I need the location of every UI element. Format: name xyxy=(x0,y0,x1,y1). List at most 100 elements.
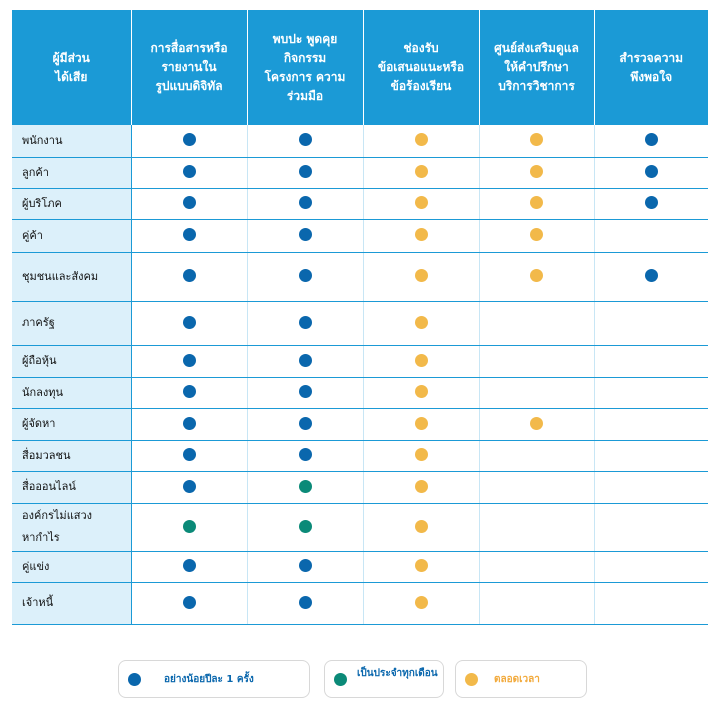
legend-dot-blue xyxy=(128,673,141,686)
stakeholder-label: ผู้จัดหา xyxy=(12,408,132,441)
frequency-dot-teal xyxy=(298,519,312,533)
header-meeting: พบปะ พูดคุย กิจกรรม โครงการ ความ ร่วมมือ xyxy=(247,10,364,125)
matrix-cell xyxy=(247,157,364,189)
matrix-cell xyxy=(131,551,248,583)
matrix-cell xyxy=(479,551,595,583)
frequency-dot-blue xyxy=(182,479,196,493)
frequency-dot-blue xyxy=(298,385,312,398)
frequency-dot-blue xyxy=(182,133,196,147)
matrix-cell xyxy=(594,188,708,220)
frequency-dot-blue xyxy=(298,133,312,147)
matrix-cell xyxy=(363,219,480,253)
frequency-dot-orange xyxy=(414,385,428,398)
engagement-matrix: ผู้มีส่วน ได้เสีย การสื่อสารหรือ รายงานใ… xyxy=(12,10,708,625)
legend-label-yearly: อย่างน้อยปีละ 1 ครั้ง xyxy=(164,674,254,685)
matrix-cell xyxy=(131,471,248,504)
matrix-body: พนักงาน ลูกค้า ผู้บริโภค คู่ค้า ชุมชนและสังค… xyxy=(12,125,708,625)
frequency-dot-blue xyxy=(644,165,658,178)
matrix-cell xyxy=(247,551,364,583)
matrix-cell xyxy=(247,440,364,472)
matrix-cell xyxy=(247,301,364,346)
table-row: นักลงทุน xyxy=(12,377,708,409)
frequency-dot-orange xyxy=(414,269,428,282)
table-row: ชุมชนและสังคม xyxy=(12,252,708,302)
header-advisory: ศูนย์ส่งเสริมดูแล ให้คำปรึกษา บริการวิชา… xyxy=(479,10,595,125)
legend-dot-orange xyxy=(465,673,478,686)
matrix-cell xyxy=(363,471,480,504)
matrix-cell xyxy=(594,252,708,302)
frequency-dot-blue xyxy=(644,133,658,147)
frequency-dot-orange xyxy=(530,196,543,209)
frequency-dot-blue xyxy=(644,196,658,209)
header-survey: สำรวจความ พึงพอใจ xyxy=(594,10,708,125)
matrix-cell xyxy=(131,188,248,220)
table-row: ผู้จัดหา xyxy=(12,408,708,441)
matrix-cell xyxy=(479,301,595,346)
frequency-dot-orange xyxy=(414,479,428,493)
matrix-cell xyxy=(594,503,708,552)
frequency-dot-blue xyxy=(182,559,196,572)
matrix-cell xyxy=(594,157,708,189)
matrix-cell xyxy=(131,408,248,441)
frequency-dot-orange xyxy=(530,228,543,241)
stakeholder-label: องค์กรไม่แสวง หากำไร xyxy=(12,503,132,552)
legend-label-always: ตลอดเวลา xyxy=(494,674,540,685)
matrix-cell xyxy=(363,440,480,472)
frequency-dot-blue xyxy=(182,315,196,329)
matrix-cell xyxy=(131,252,248,302)
frequency-dot-blue xyxy=(298,595,312,609)
legend-dot-teal xyxy=(334,673,347,686)
matrix-cell xyxy=(247,345,364,378)
matrix-cell xyxy=(594,582,708,625)
matrix-cell xyxy=(479,471,595,504)
matrix-cell xyxy=(363,125,480,158)
matrix-cell xyxy=(363,408,480,441)
legend-label-monthly: เป็นประจำทุกเดือน xyxy=(357,668,438,679)
matrix-cell xyxy=(479,125,595,158)
table-row: คู่แข่ง xyxy=(12,551,708,583)
frequency-dot-blue xyxy=(182,269,196,282)
matrix-cell xyxy=(479,252,595,302)
header-digital: การสื่อสารหรือ รายงานใน รูปแบบดิจิทัล xyxy=(131,10,248,125)
matrix-cell xyxy=(247,219,364,253)
matrix-cell xyxy=(131,157,248,189)
matrix-cell xyxy=(247,471,364,504)
legend-monthly: เป็นประจำทุกเดือน xyxy=(324,660,444,698)
matrix-cell xyxy=(131,219,248,253)
matrix-cell xyxy=(594,125,708,158)
frequency-dot-orange xyxy=(414,165,428,178)
matrix-cell xyxy=(131,345,248,378)
table-row: เจ้าหนี้ xyxy=(12,582,708,625)
matrix-cell xyxy=(247,252,364,302)
table-row: พนักงาน xyxy=(12,125,708,158)
matrix-cell xyxy=(247,408,364,441)
matrix-cell xyxy=(131,440,248,472)
frequency-dot-orange xyxy=(530,269,543,282)
frequency-dot-blue xyxy=(182,416,196,430)
matrix-cell xyxy=(594,408,708,441)
frequency-dot-blue xyxy=(182,385,196,398)
frequency-dot-orange xyxy=(414,196,428,209)
stakeholder-label: เจ้าหนี้ xyxy=(12,582,132,625)
frequency-dot-orange xyxy=(414,133,428,147)
frequency-dot-blue xyxy=(298,448,312,461)
matrix-cell xyxy=(479,345,595,378)
matrix-cell xyxy=(363,345,480,378)
header-row: ผู้มีส่วน ได้เสีย การสื่อสารหรือ รายงานใ… xyxy=(12,10,708,125)
stakeholder-label: พนักงาน xyxy=(12,125,132,158)
frequency-dot-blue xyxy=(298,559,312,572)
stakeholder-label: ผู้บริโภค xyxy=(12,188,132,220)
legend-always: ตลอดเวลา xyxy=(455,660,587,698)
matrix-cell xyxy=(363,503,480,552)
matrix-cell xyxy=(363,157,480,189)
frequency-dot-orange xyxy=(414,353,428,367)
frequency-dot-orange xyxy=(414,448,428,461)
frequency-dot-blue xyxy=(298,196,312,209)
frequency-dot-orange xyxy=(414,416,428,430)
matrix-cell xyxy=(247,188,364,220)
table-row: ผู้ถือหุ้น xyxy=(12,345,708,378)
frequency-dot-blue xyxy=(298,228,312,241)
matrix-cell xyxy=(479,377,595,409)
matrix-cell xyxy=(363,188,480,220)
matrix-cell xyxy=(363,551,480,583)
